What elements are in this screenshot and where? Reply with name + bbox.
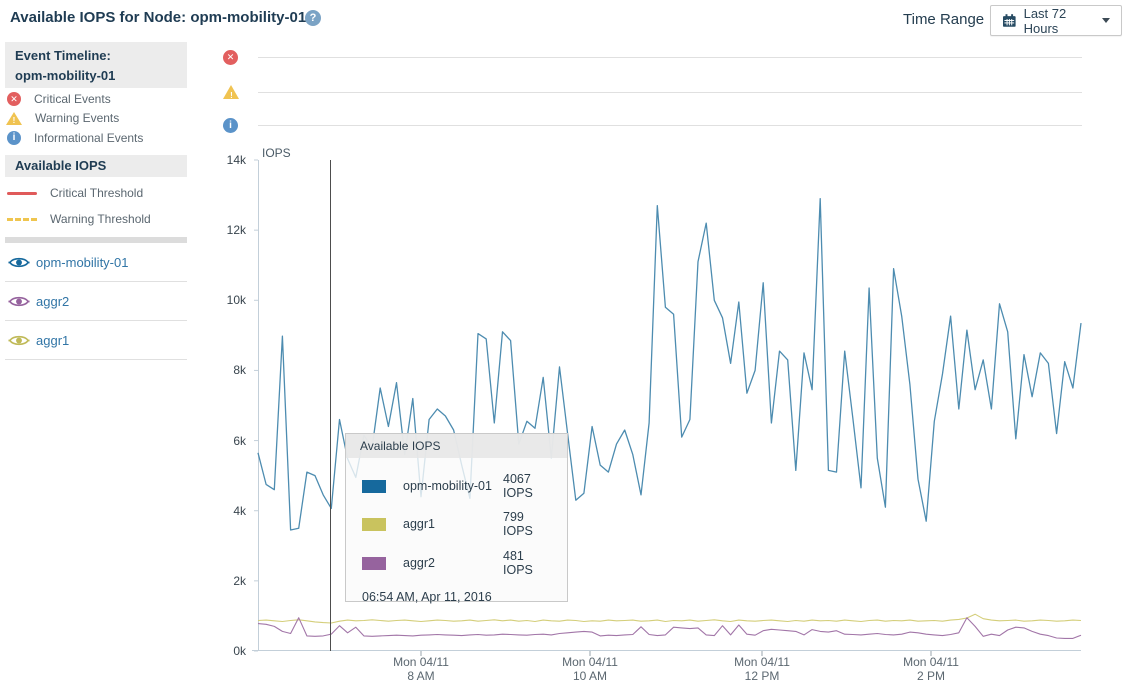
series-toggle-opm-mobility-01[interactable]: opm-mobility-01 bbox=[5, 243, 187, 282]
x-axis-labels: Mon 04/11 8 AM Mon 04/11 10 AM Mon 04/11 12 P… bbox=[258, 655, 1081, 685]
tooltip-series-value: 799 IOPS bbox=[503, 510, 533, 538]
x-tick-label: Mon 04/11 12 PM bbox=[734, 655, 790, 683]
legend-label: Warning Events bbox=[35, 111, 120, 125]
page-title: Available IOPS for Node: opm-mobility-01 bbox=[10, 9, 307, 26]
legend-critical-events: ✕ Critical Events bbox=[5, 92, 187, 106]
time-range-value: Last 72 Hours bbox=[1023, 5, 1067, 36]
legend-label: Critical Threshold bbox=[50, 186, 144, 200]
event-timeline-node: opm-mobility-01 bbox=[15, 68, 116, 83]
info-event-icon: i bbox=[7, 131, 21, 145]
series-toggle-label: opm-mobility-01 bbox=[36, 254, 129, 270]
eye-icon bbox=[8, 257, 30, 267]
critical-threshold-line-icon bbox=[7, 191, 37, 195]
y-tick-label: 2k bbox=[233, 573, 246, 588]
legend-warning-threshold: Warning Threshold bbox=[5, 212, 187, 226]
legend-label: Critical Events bbox=[34, 92, 111, 106]
available-iops-header: Available IOPS bbox=[5, 155, 187, 177]
chevron-down-icon bbox=[1102, 18, 1110, 23]
x-tick-label: Mon 04/11 10 AM bbox=[562, 655, 618, 683]
help-icon[interactable]: ? bbox=[305, 10, 321, 26]
series-line-aggr2 bbox=[257, 617, 1082, 639]
series-line-opm-mobility-01 bbox=[257, 197, 1082, 531]
y-axis-title: IOPS bbox=[262, 146, 291, 160]
series-toggle-aggr1[interactable]: aggr1 bbox=[5, 321, 187, 360]
calendar-icon bbox=[1003, 14, 1016, 27]
y-tick-label: 8k bbox=[233, 363, 246, 378]
warning-events-track-line bbox=[258, 92, 1082, 93]
eye-icon bbox=[8, 296, 30, 306]
y-tick-label: 4k bbox=[233, 503, 246, 518]
y-tick-label: 14k bbox=[226, 153, 246, 167]
warning-events-track-icon: ! bbox=[223, 85, 240, 100]
critical-events-track-icon: ✕ bbox=[223, 50, 238, 65]
iops-chart-plot[interactable] bbox=[252, 159, 1082, 656]
tooltip-series-value: 4067 IOPS bbox=[503, 472, 533, 500]
y-axis-labels: 0k 2k 4k 6k 8k 10k 12k 14k bbox=[204, 153, 252, 658]
tooltip-row: aggr1 799 IOPS bbox=[362, 510, 557, 538]
y-tick-label: 6k bbox=[233, 433, 246, 448]
critical-events-track-line bbox=[258, 57, 1082, 58]
time-range-dropdown[interactable]: Last 72 Hours bbox=[990, 5, 1122, 36]
legend-label: Informational Events bbox=[34, 131, 144, 145]
series-toggle-label: aggr2 bbox=[36, 293, 70, 309]
chart-tooltip: Available IOPS opm-mobility-01 4067 IOPS… bbox=[345, 433, 568, 604]
time-range-label: Time Range bbox=[903, 11, 985, 28]
x-tick-label: Mon 04/11 8 AM bbox=[393, 655, 449, 683]
tooltip-series-name: aggr2 bbox=[403, 556, 435, 570]
tooltip-series-name: opm-mobility-01 bbox=[403, 479, 492, 493]
x-tick-label: Mon 04/11 2 PM bbox=[903, 655, 959, 683]
info-events-track-line bbox=[258, 125, 1082, 126]
tooltip-row: aggr2 481 IOPS bbox=[362, 549, 557, 577]
legend-warning-events: ! Warning Events bbox=[5, 110, 187, 126]
series-line-aggr1 bbox=[257, 613, 1082, 624]
series-toggle-label: aggr1 bbox=[36, 332, 70, 348]
tooltip-title: Available IOPS bbox=[346, 434, 567, 458]
series-toggle-aggr2[interactable]: aggr2 bbox=[5, 282, 187, 321]
y-tick-label: 12k bbox=[226, 223, 246, 238]
series-color-swatch bbox=[362, 479, 386, 493]
tooltip-row: opm-mobility-01 4067 IOPS bbox=[362, 472, 557, 500]
event-timeline-title: Event Timeline: bbox=[15, 48, 111, 63]
legend-critical-threshold: Critical Threshold bbox=[5, 186, 187, 200]
legend-label: Warning Threshold bbox=[50, 212, 151, 226]
sidebar-divider bbox=[5, 237, 187, 243]
info-events-track-icon: i bbox=[223, 118, 238, 133]
series-color-swatch bbox=[362, 517, 386, 531]
warning-event-icon: ! bbox=[6, 111, 22, 125]
critical-event-icon: ✕ bbox=[7, 92, 21, 106]
tooltip-series-value: 481 IOPS bbox=[503, 549, 533, 577]
y-tick-label: 0k bbox=[233, 644, 246, 658]
event-timeline-header: Event Timeline: opm-mobility-01 bbox=[5, 42, 187, 88]
tooltip-series-name: aggr1 bbox=[403, 517, 435, 531]
y-tick-label: 10k bbox=[226, 293, 246, 308]
legend-informational-events: i Informational Events bbox=[5, 131, 187, 145]
warning-threshold-line-icon bbox=[7, 217, 37, 221]
series-color-swatch bbox=[362, 556, 386, 570]
tooltip-timestamp: 06:54 AM, Apr 11, 2016 bbox=[362, 590, 492, 604]
eye-icon bbox=[8, 335, 30, 345]
